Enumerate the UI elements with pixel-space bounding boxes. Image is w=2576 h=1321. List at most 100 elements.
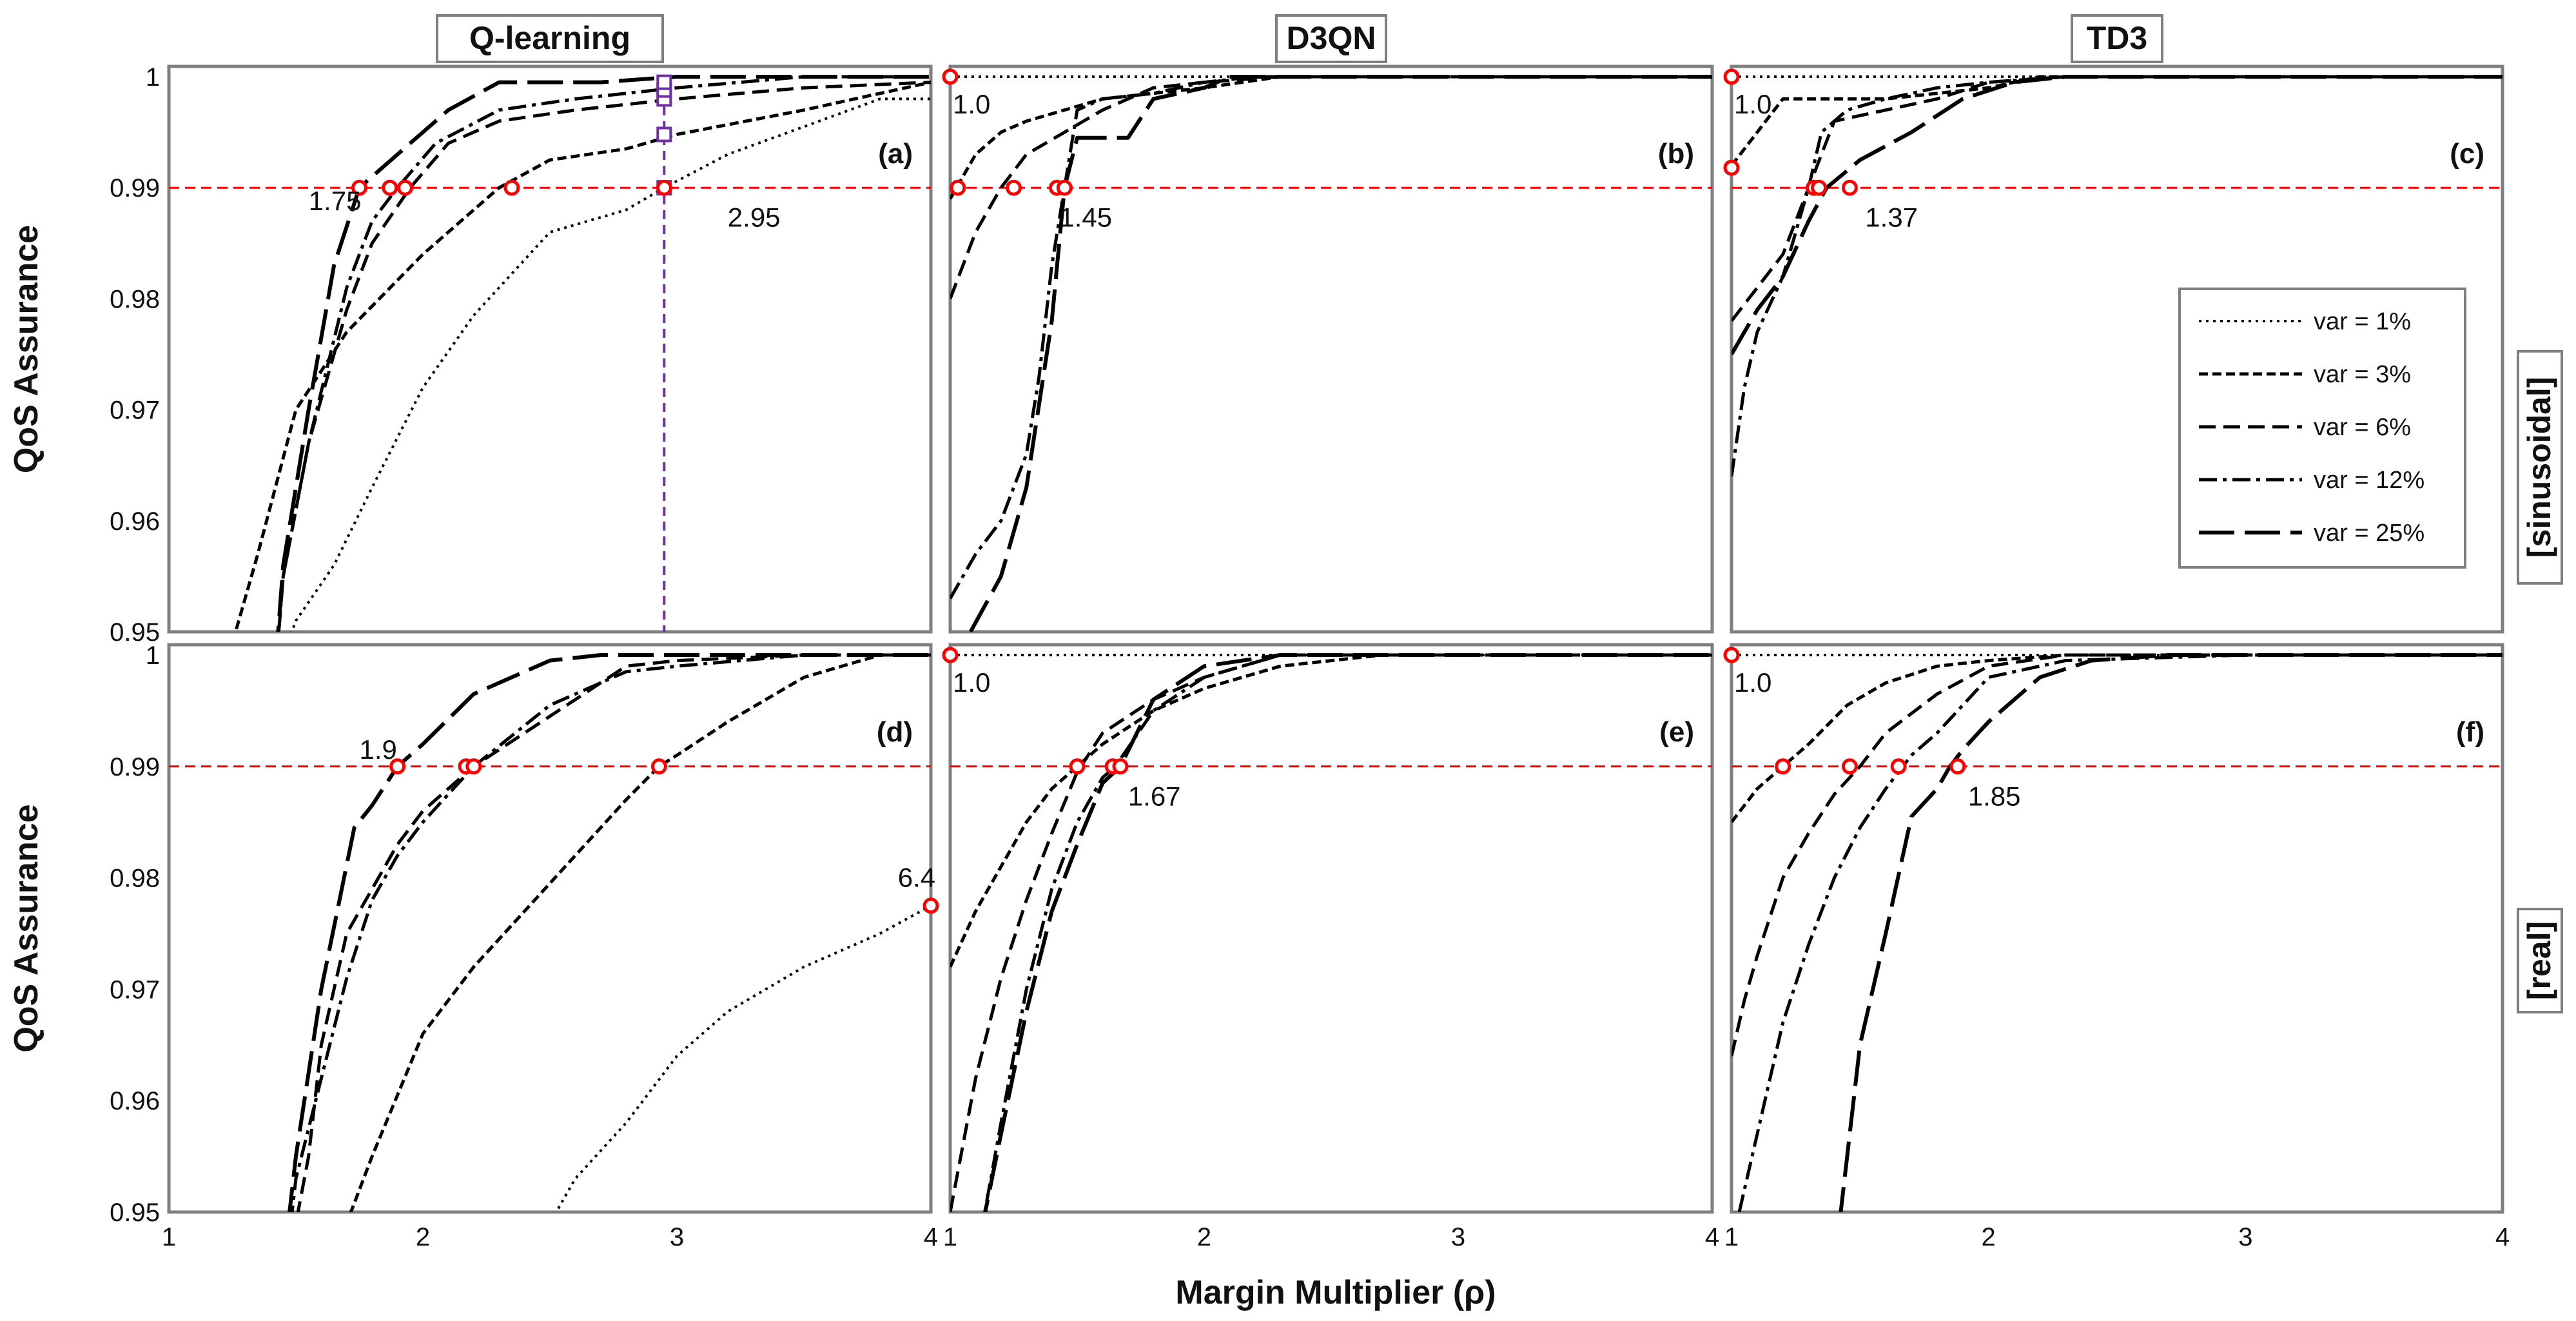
x-tick-label: 4 [1705,1223,1719,1251]
x-tick-label: 1 [1724,1223,1739,1251]
panel-plot-area [1732,653,2503,1212]
x-tick-label: 2 [1982,1223,1996,1251]
panel-plot-area [288,653,931,1212]
y-tick-label: 1 [146,641,160,670]
legend-entry: var = 1% [2314,308,2411,335]
panel-frame [948,64,1714,634]
threshold-marker [1775,758,1791,775]
annotation-value: 1.75 [309,186,362,216]
panel-a: (a) 1.75 2.95 0.95 0.96 0.97 0.98 0.99 1 [110,63,933,647]
annotation-value: 1.9 [360,734,397,765]
y-tick-label: 0.96 [110,507,160,536]
annotation-value: 1.45 [1059,202,1112,233]
series-line-12pct [277,75,931,632]
series-line-1pct [554,905,931,1212]
threshold-marker [1811,179,1828,196]
threshold-marker [389,758,406,775]
panel-label: (b) [1658,138,1694,170]
threshold-marker [396,179,413,196]
series-line-25pct [1839,653,2503,1212]
row-label: [real] [2521,921,2557,1000]
y-tick-label: 0.97 [110,975,160,1004]
y-tick-label: 0.95 [110,618,160,647]
threshold-marker [1723,159,1740,176]
x-tick-label: 3 [2238,1223,2252,1251]
threshold-marker [650,758,667,775]
panel-plot-area [233,74,931,632]
panel-f: (f) 1.0 1.85 1 2 3 4 [1723,643,2510,1251]
panel-plot-area [950,75,1712,632]
column-title-box [1275,14,1387,63]
annotation-value: 1.0 [953,667,990,698]
threshold-marker [1890,758,1907,775]
annotation-value: 1.0 [1734,667,1771,698]
threshold-marker [503,179,520,196]
annotation-value: 2.95 [728,202,781,233]
series-line-12pct [1737,653,2503,1212]
legend-entry: var = 12% [2314,467,2425,494]
reference-square-marker [656,126,672,142]
x-tick-label: 3 [670,1223,684,1251]
series-line-3pct [1732,75,2503,167]
legend-entry: var = 3% [2314,361,2411,388]
y-tick-label: 0.95 [110,1199,160,1227]
panel-label: (f) [2456,716,2484,748]
y-tick-label: 0.98 [110,285,160,313]
column-title: D3QN [1287,20,1376,56]
threshold-marker [1112,758,1129,775]
panel-b: (b) 1.0 1.45 [942,64,1714,634]
column-title-box [2071,14,2163,63]
panel-frame [167,64,933,634]
annotation-value: 6.4 [898,863,935,893]
x-tick-label: 1 [162,1223,176,1251]
series-line-25pct [983,653,1712,1212]
threshold-marker [1056,179,1073,196]
panel-label: (c) [2450,138,2484,170]
series-line-25pct [276,75,931,632]
row-label: [sinusoidal] [2521,377,2557,558]
panel-frame [1730,643,2504,1214]
threshold-marker [1723,68,1740,85]
x-tick-label: 3 [1451,1223,1465,1251]
panel-label: (e) [1659,716,1694,748]
column-title-box [436,14,664,63]
threshold-marker [1841,179,1858,196]
threshold-marker [1723,647,1740,663]
x-axis-title: Margin Multiplier (ρ) [1175,1274,1496,1311]
panel-d: (d) 1.9 6.4 0.95 0.96 0.97 0.98 0.99 1 1 2 3 4 [110,641,939,1251]
reference-square-marker [656,74,672,90]
threshold-marker [922,897,939,914]
threshold-marker [351,179,367,196]
series-line-6pct [277,81,931,632]
x-tick-label: 2 [416,1223,430,1251]
y-axis-title: QoS Assurance [8,225,45,473]
panel-plot-area [1732,75,2503,477]
annotation-value: 1.37 [1865,202,1918,233]
y-tick-label: 1 [146,63,160,92]
threshold-marker [1949,758,1966,775]
series-line-6pct [296,653,931,1212]
threshold-marker [1006,179,1022,196]
y-tick-label: 0.99 [110,753,160,781]
row-label-box [2517,908,2563,1013]
series-line-1pct [290,97,931,632]
panel-label: (d) [877,716,913,748]
threshold-marker [942,68,959,85]
y-tick-label: 0.98 [110,865,160,893]
x-tick-label: 4 [2495,1223,2510,1251]
annotation-value: 1.0 [1734,89,1771,119]
annotation-value: 1.67 [1128,781,1181,811]
series-line-3pct [349,653,931,1212]
series-line-6pct [1732,653,2503,1057]
threshold-marker [656,179,672,196]
y-tick-label: 0.97 [110,396,160,425]
threshold-marker [942,647,959,663]
x-tick-label: 4 [924,1223,938,1251]
annotation-value: 1.0 [953,89,990,119]
threshold-marker [382,179,398,196]
series-line-3pct [233,81,931,632]
row-label-box [2517,349,2563,585]
annotation-value: 1.85 [1968,781,2021,811]
series-line-25pct [288,653,931,1212]
